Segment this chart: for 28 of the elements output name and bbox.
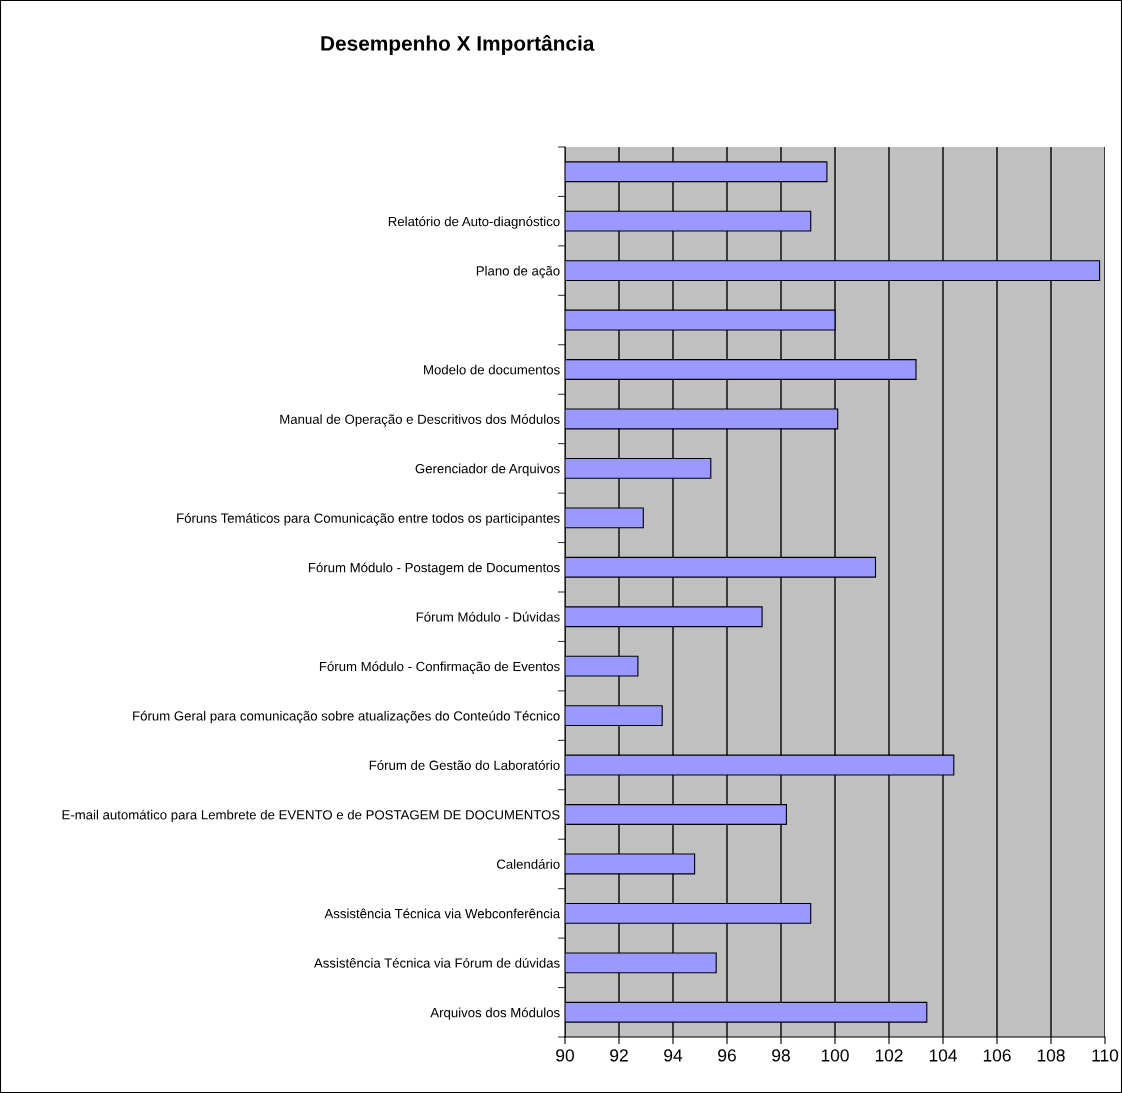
y-tick-label: Gerenciador de Arquivos xyxy=(415,463,560,476)
x-tick-label: 100 xyxy=(821,1049,849,1062)
x-tick-label: 108 xyxy=(1037,1049,1065,1062)
y-tick-label: Assistência Técnica via Fórum de dúvidas xyxy=(314,957,560,968)
x-tick-label: 94 xyxy=(664,1049,683,1062)
y-tick-label: Fóruns Temáticos para Comunicação entre todos os participantes xyxy=(177,512,560,526)
y-tick-label: Fórum Módulo - Confirmação de Eventos xyxy=(319,661,560,674)
y-tick-label: Manual de Operação e Descritivos dos Módulos xyxy=(280,414,560,427)
y-tick-label: Calendário xyxy=(497,859,560,869)
x-tick-label: 96 xyxy=(718,1049,736,1062)
x-tick-label: 98 xyxy=(772,1049,790,1062)
x-tick-label: 90 xyxy=(556,1049,574,1062)
y-tick-label: Fórum de Gestão do Laboratório xyxy=(369,760,560,770)
chart-title: Desempenho X Importância xyxy=(321,35,595,55)
x-tick-label: 92 xyxy=(610,1049,628,1062)
x-tick-label: 104 xyxy=(929,1049,957,1062)
y-tick-label: Arquivos dos Módulos xyxy=(430,1007,560,1020)
y-tick-label: Modelo de documentos xyxy=(424,364,560,375)
y-tick-label: E-mail automático para Lembrete de EVENTO e de POSTAGEM DE DOCUMENTOS xyxy=(62,809,560,823)
y-tick-label: Relatório de Auto-diagnóstico xyxy=(388,216,560,229)
x-tick-label: 106 xyxy=(983,1049,1011,1062)
y-tick-label: Plano de ação xyxy=(476,265,560,279)
x-tick-label: 102 xyxy=(875,1049,903,1062)
y-tick-label: Assistência Técnica via Webconferência xyxy=(324,908,561,919)
x-tick-label: 110 xyxy=(1092,1049,1119,1062)
y-tick-label: Fórum Módulo - Postagem de Documentos xyxy=(308,562,560,575)
y-tick-label: Fórum Geral para comunicação sobre atualizações do Conteúdo Técnico xyxy=(133,710,560,724)
y-tick-label: Fórum Módulo - Dúvidas xyxy=(416,611,560,622)
